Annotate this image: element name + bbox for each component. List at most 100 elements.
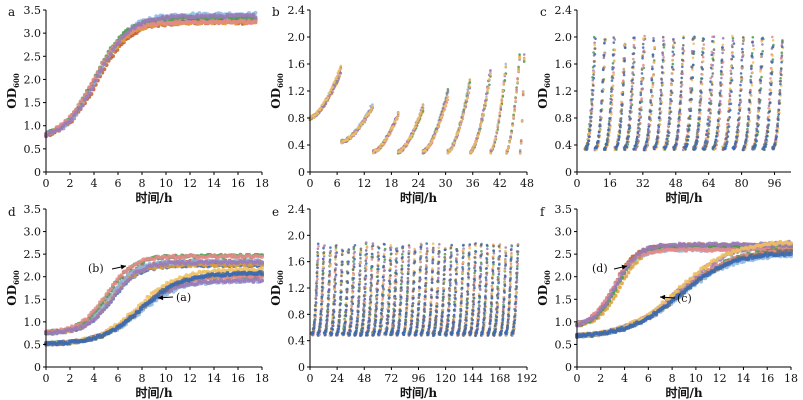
- x-tick-label: 96: [768, 177, 782, 190]
- data-point: [648, 117, 651, 121]
- data-point: [769, 83, 773, 87]
- data-point: [780, 51, 784, 54]
- data-point: [687, 128, 691, 132]
- data-point: [731, 66, 734, 70]
- data-point: [779, 77, 782, 80]
- data-point: [720, 65, 724, 69]
- data-point: [632, 45, 636, 49]
- data-point: [712, 48, 716, 51]
- data-point: [358, 126, 361, 129]
- data-point: [756, 124, 760, 128]
- data-point: [589, 119, 592, 123]
- data-point: [728, 87, 732, 91]
- data-point: [691, 68, 694, 71]
- data-point: [776, 124, 779, 127]
- data-point: [682, 44, 685, 47]
- y-tick-label: 0.4: [288, 139, 306, 152]
- panel-d: d0 2 4 6 8 10 12 14 16 1800.51.01.52.02.53.03.5OD…: [5, 203, 269, 400]
- data-point: [519, 141, 523, 145]
- data-point: [750, 52, 754, 55]
- data-point: [595, 146, 598, 149]
- data-point: [360, 123, 363, 127]
- data-point: [102, 62, 107, 66]
- data-point: [668, 116, 671, 119]
- data-point: [776, 118, 780, 121]
- data-point: [610, 76, 614, 79]
- data-point: [661, 71, 664, 74]
- data-point: [260, 254, 264, 259]
- data-point: [629, 102, 633, 105]
- data-point: [680, 80, 683, 84]
- data-point: [410, 133, 414, 137]
- y-tick-label: 0: [298, 166, 305, 179]
- y-axis-label-subscript: 600: [12, 73, 21, 88]
- data-point: [702, 147, 706, 151]
- data-point: [622, 82, 625, 86]
- data-point: [739, 72, 743, 75]
- data-point: [591, 93, 594, 96]
- data-point: [483, 105, 486, 109]
- data-point: [95, 304, 100, 309]
- data-point: [381, 142, 385, 146]
- data-point: [102, 307, 107, 312]
- data-point: [106, 56, 111, 61]
- data-point: [459, 123, 463, 126]
- data-point: [711, 40, 714, 43]
- data-point: [260, 260, 264, 265]
- data-point: [710, 75, 714, 78]
- data-point: [369, 109, 372, 113]
- data-point: [610, 112, 613, 116]
- data-point: [651, 85, 654, 89]
- data-point: [609, 109, 612, 113]
- data-point: [667, 120, 671, 123]
- data-point: [693, 35, 696, 39]
- data-point: [421, 104, 425, 107]
- data-point: [679, 90, 683, 93]
- data-point: [650, 95, 654, 99]
- data-point: [779, 79, 782, 83]
- data-point: [692, 42, 695, 45]
- data-point: [518, 152, 522, 155]
- data-point: [339, 71, 343, 75]
- data-point: [495, 130, 499, 133]
- data-point: [419, 110, 423, 114]
- data-point: [716, 118, 720, 122]
- data-point: [728, 99, 731, 102]
- data-point: [777, 102, 781, 105]
- data-point: [649, 112, 653, 116]
- data-point: [338, 67, 342, 71]
- data-point: [108, 299, 113, 304]
- data-point: [662, 43, 665, 46]
- data-point: [767, 118, 771, 122]
- x-tick-label: 0: [43, 177, 50, 190]
- data-point: [771, 35, 774, 39]
- data-point: [600, 90, 604, 93]
- data-point: [716, 126, 719, 129]
- data-point: [626, 140, 629, 144]
- data-point: [619, 117, 623, 121]
- data-point: [778, 92, 782, 96]
- data-point: [638, 112, 641, 115]
- data-point: [132, 26, 137, 31]
- x-tick-label: 0: [307, 177, 314, 190]
- data-point: [729, 69, 733, 72]
- data-point: [679, 85, 683, 88]
- data-point: [593, 41, 596, 45]
- data-point: [494, 136, 498, 140]
- data-point: [702, 47, 706, 50]
- data-point: [591, 98, 594, 101]
- data-point: [513, 109, 516, 113]
- data-point: [779, 82, 782, 86]
- data-point: [413, 125, 417, 129]
- data-point: [659, 91, 663, 94]
- data-point: [756, 129, 759, 132]
- data-point: [780, 45, 784, 48]
- data-point: [623, 59, 626, 62]
- y-tick-label: 0.5: [24, 143, 42, 156]
- data-point: [622, 73, 626, 77]
- data-point: [707, 109, 710, 112]
- data-point: [719, 69, 723, 73]
- data-point: [721, 43, 725, 47]
- data-point: [666, 130, 670, 133]
